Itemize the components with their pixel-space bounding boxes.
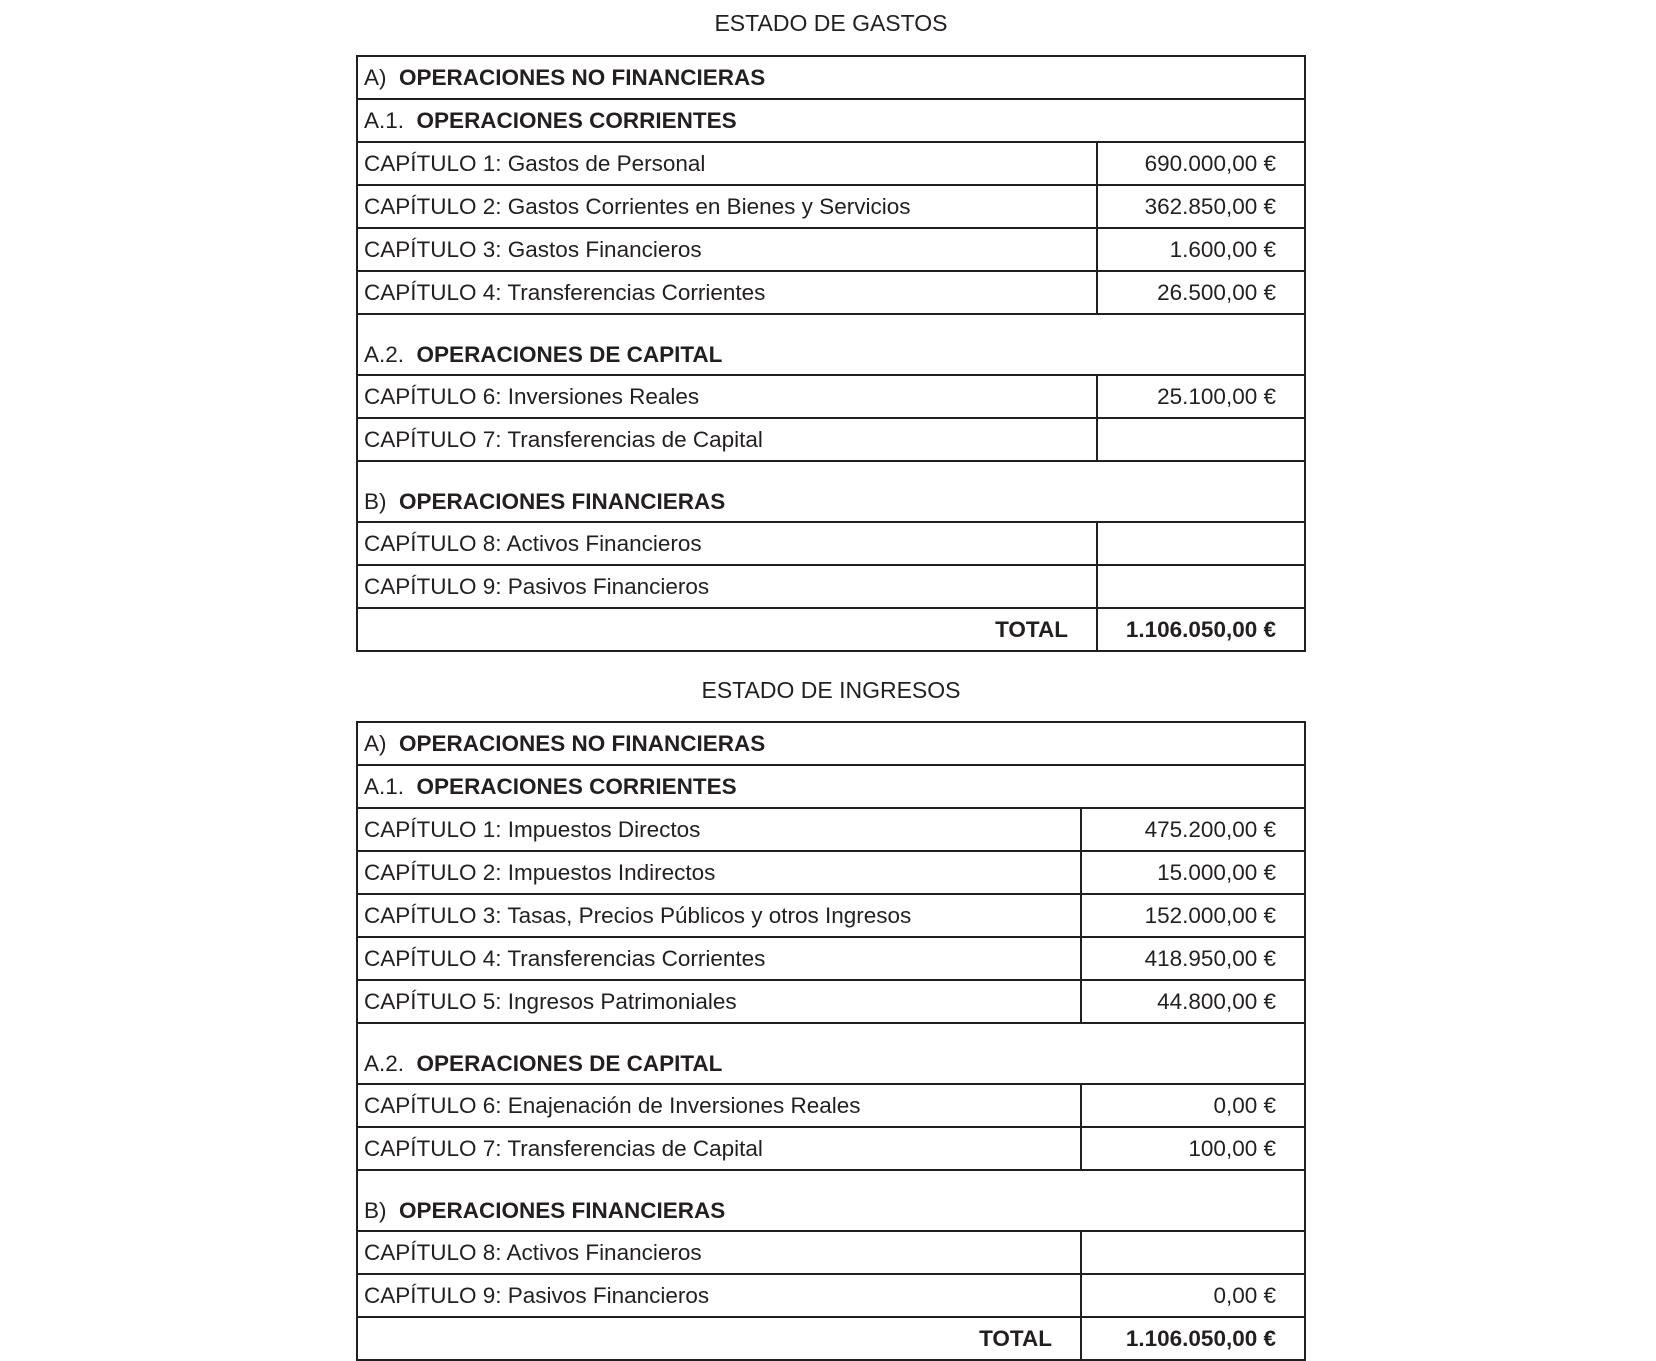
section-label: OPERACIONES DE CAPITAL (416, 342, 723, 367)
section-header-row: A) OPERACIONES NO FINANCIERAS (356, 721, 1306, 766)
section-prefix: A.2. (364, 1051, 405, 1076)
section-header-row: B) OPERACIONES FINANCIERAS (356, 1169, 1306, 1232)
section-label: OPERACIONES DE CAPITAL (416, 1051, 723, 1076)
table-row: CAPÍTULO 2: Impuestos Indirectos 15.000,0… (356, 850, 1306, 895)
section-header-cell: B) OPERACIONES FINANCIERAS (356, 460, 1306, 523)
chapter-label: CAPÍTULO 4: Transferencias Corrientes (356, 936, 1082, 981)
section-header-cell: A.2. OPERACIONES DE CAPITAL (356, 1022, 1306, 1085)
chapter-amount (1096, 417, 1306, 462)
chapter-label: CAPÍTULO 1: Impuestos Directos (356, 807, 1082, 852)
table-row: CAPÍTULO 2: Gastos Corrientes en Bienes … (356, 184, 1306, 229)
chapter-label: CAPÍTULO 1: Gastos de Personal (356, 141, 1098, 186)
chapter-amount: 15.000,00 € (1080, 850, 1306, 895)
section-header-cell: A.1. OPERACIONES CORRIENTES (356, 764, 1306, 809)
table-row: CAPÍTULO 3: Tasas, Precios Públicos y ot… (356, 893, 1306, 938)
table-row: CAPÍTULO 6: Enajenación de Inversiones R… (356, 1083, 1306, 1128)
chapter-amount: 362.850,00 € (1096, 184, 1306, 229)
total-label: TOTAL (356, 607, 1098, 652)
section-header-row: B) OPERACIONES FINANCIERAS (356, 460, 1306, 523)
chapter-amount (1096, 521, 1306, 566)
section-label: OPERACIONES FINANCIERAS (399, 1198, 726, 1223)
section-prefix: B) (364, 1198, 387, 1223)
chapter-amount: 690.000,00 € (1096, 141, 1306, 186)
section-prefix: B) (364, 489, 387, 514)
ingresos-table: A) OPERACIONES NO FINANCIERAS A.1. OPERAC… (356, 721, 1306, 1361)
ingresos-title: ESTADO DE INGRESOS (701, 677, 961, 703)
chapter-amount: 152.000,00 € (1080, 893, 1306, 938)
section-prefix: A.1. (364, 773, 405, 799)
section-header-cell: A.1. OPERACIONES CORRIENTES (356, 98, 1306, 143)
section-label: OPERACIONES FINANCIERAS (399, 489, 726, 514)
chapter-amount: 475.200,00 € (1080, 807, 1306, 852)
chapter-label: CAPÍTULO 9: Pasivos Financieros (356, 1273, 1082, 1318)
table-row: CAPÍTULO 9: Pasivos Financieros (356, 564, 1306, 609)
section-header-row: A.1. OPERACIONES CORRIENTES (356, 98, 1306, 143)
chapter-amount: 1.600,00 € (1096, 227, 1306, 272)
chapter-label: CAPÍTULO 6: Inversiones Reales (356, 374, 1098, 419)
section-header-row: A.1. OPERACIONES CORRIENTES (356, 764, 1306, 809)
chapter-label: CAPÍTULO 2: Impuestos Indirectos (356, 850, 1082, 895)
section-prefix: A.2. (364, 342, 405, 367)
chapter-amount: 26.500,00 € (1096, 270, 1306, 315)
section-label: OPERACIONES CORRIENTES (416, 773, 737, 799)
section-prefix: A.1. (364, 107, 405, 133)
section-header-row: A) OPERACIONES NO FINANCIERAS (356, 55, 1306, 100)
chapter-label: CAPÍTULO 7: Transferencias de Capital (356, 1126, 1082, 1171)
section-header-cell: B) OPERACIONES FINANCIERAS (356, 1169, 1306, 1232)
gastos-table: A) OPERACIONES NO FINANCIERAS A.1. OPERAC… (356, 55, 1306, 652)
chapter-amount: 418.950,00 € (1080, 936, 1306, 981)
chapter-label: CAPÍTULO 9: Pasivos Financieros (356, 564, 1098, 609)
total-amount: 1.106.050,00 € (1080, 1316, 1306, 1361)
section-header-cell: A.2. OPERACIONES DE CAPITAL (356, 313, 1306, 376)
section-label: OPERACIONES NO FINANCIERAS (399, 730, 766, 756)
chapter-label: CAPÍTULO 8: Activos Financieros (356, 521, 1098, 566)
chapter-label: CAPÍTULO 6: Enajenación de Inversiones R… (356, 1083, 1082, 1128)
table-row: CAPÍTULO 8: Activos Financieros (356, 521, 1306, 566)
chapter-amount: 0,00 € (1080, 1083, 1306, 1128)
section-header-row: A.2. OPERACIONES DE CAPITAL (356, 313, 1306, 376)
section-prefix: A) (364, 64, 387, 90)
table-row: CAPÍTULO 7: Transferencias de Capital (356, 417, 1306, 462)
table-row: CAPÍTULO 5: Ingresos Patrimoniales 44.800… (356, 979, 1306, 1024)
section-header-cell: A) OPERACIONES NO FINANCIERAS (356, 55, 1306, 100)
total-row: TOTAL 1.106.050,00 € (356, 1316, 1306, 1361)
total-label: TOTAL (356, 1316, 1082, 1361)
chapter-label: CAPÍTULO 7: Transferencias de Capital (356, 417, 1098, 462)
table-row: CAPÍTULO 1: Gastos de Personal 690.000,00… (356, 141, 1306, 186)
gastos-title: ESTADO DE GASTOS (714, 10, 948, 36)
chapter-label: CAPÍTULO 2: Gastos Corrientes en Bienes … (356, 184, 1098, 229)
section-label: OPERACIONES NO FINANCIERAS (399, 64, 766, 90)
table-row: CAPÍTULO 8: Activos Financieros (356, 1230, 1306, 1275)
chapter-amount: 44.800,00 € (1080, 979, 1306, 1024)
table-row: CAPÍTULO 4: Transferencias Corrientes 26.… (356, 270, 1306, 315)
table-row: CAPÍTULO 9: Pasivos Financieros 0,00 € (356, 1273, 1306, 1318)
total-amount: 1.106.050,00 € (1096, 607, 1306, 652)
chapter-amount: 25.100,00 € (1096, 374, 1306, 419)
chapter-amount (1080, 1230, 1306, 1275)
chapter-amount: 100,00 € (1080, 1126, 1306, 1171)
section-label: OPERACIONES CORRIENTES (416, 107, 737, 133)
chapter-amount (1096, 564, 1306, 609)
table-row: CAPÍTULO 7: Transferencias de Capital 100… (356, 1126, 1306, 1171)
chapter-label: CAPÍTULO 3: Tasas, Precios Públicos y ot… (356, 893, 1082, 938)
table-row: CAPÍTULO 3: Gastos Financieros 1.600,00 € (356, 227, 1306, 272)
table-row: CAPÍTULO 6: Inversiones Reales 25.100,00 … (356, 374, 1306, 419)
total-row: TOTAL 1.106.050,00 € (356, 607, 1306, 652)
chapter-label: CAPÍTULO 4: Transferencias Corrientes (356, 270, 1098, 315)
chapter-label: CAPÍTULO 3: Gastos Financieros (356, 227, 1098, 272)
section-header-row: A.2. OPERACIONES DE CAPITAL (356, 1022, 1306, 1085)
table-row: CAPÍTULO 1: Impuestos Directos 475.200,00… (356, 807, 1306, 852)
section-prefix: A) (364, 730, 387, 756)
table-row: CAPÍTULO 4: Transferencias Corrientes 418… (356, 936, 1306, 981)
section-header-cell: A) OPERACIONES NO FINANCIERAS (356, 721, 1306, 766)
chapter-amount: 0,00 € (1080, 1273, 1306, 1318)
chapter-label: CAPÍTULO 5: Ingresos Patrimoniales (356, 979, 1082, 1024)
chapter-label: CAPÍTULO 8: Activos Financieros (356, 1230, 1082, 1275)
